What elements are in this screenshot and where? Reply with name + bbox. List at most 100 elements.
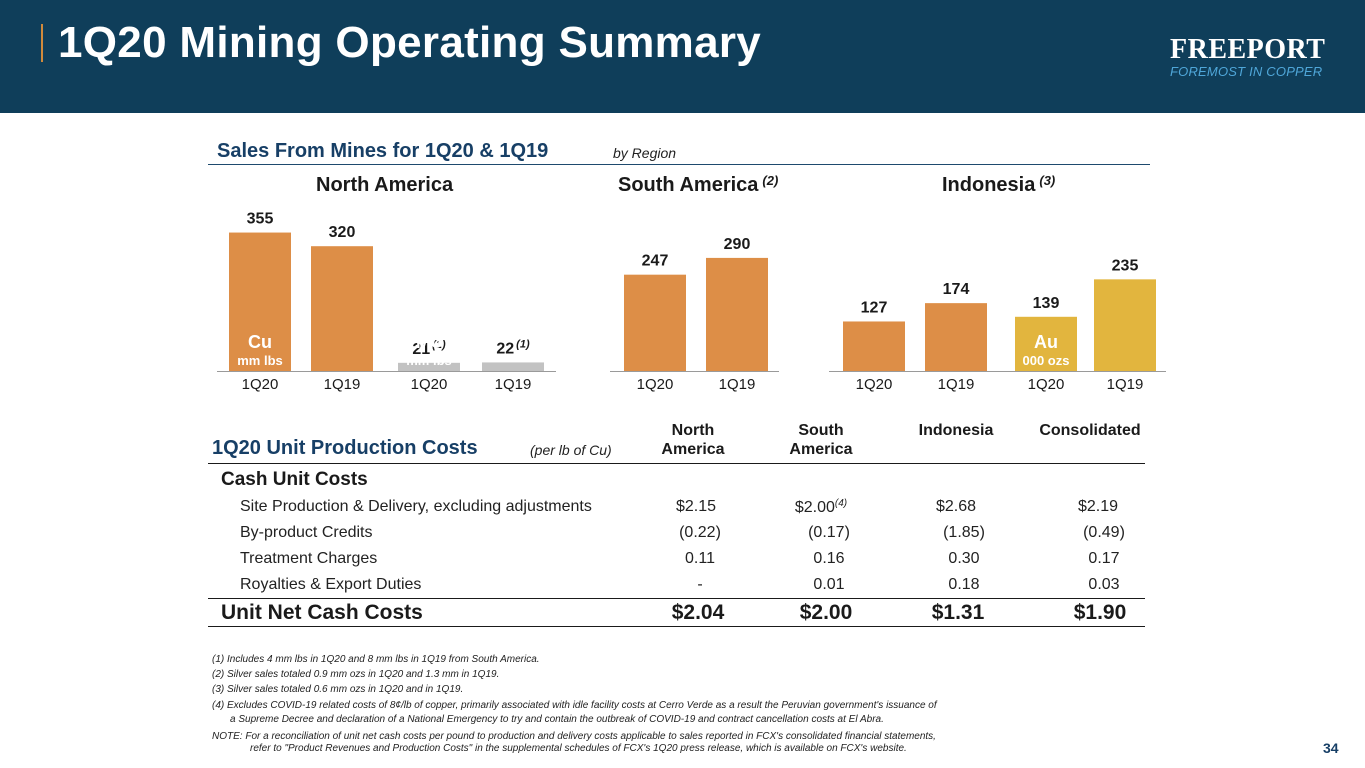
metal-label: Mo [416, 332, 442, 352]
x-tick-label: 1Q19 [1107, 376, 1144, 393]
x-tick-label: 1Q20 [637, 376, 674, 393]
bar-1q20 [1015, 316, 1077, 371]
x-tick-label: 1Q20 [411, 376, 448, 393]
bar-value-label: 127 [861, 299, 888, 316]
cost-cell: $2.00(4) [771, 498, 871, 517]
cost-cell: - [697, 576, 703, 593]
col-header-consolidated: Consolidated [1030, 421, 1150, 440]
metal-label: Cu [248, 332, 272, 352]
bar-value-label: 235 [1112, 257, 1139, 274]
cost-note: (4) [834, 498, 848, 509]
unit-label: 000 ozs [1023, 353, 1070, 368]
cost-cell: 0.16 [813, 550, 845, 567]
x-tick-label: 1Q20 [1028, 376, 1065, 393]
cost-cell: 0.11 [685, 550, 715, 567]
x-tick-label: 1Q19 [719, 376, 756, 393]
col-header-line: North [671, 422, 715, 439]
region-indonesia: Indonesia (3) [942, 173, 1055, 197]
col-header-south-america: South America [771, 421, 871, 459]
col-header-line: America [661, 441, 725, 458]
bar-1q19 [1094, 279, 1156, 371]
col-header-line: Consolidated [1039, 422, 1141, 439]
cost-row-label: Royalties & Export Duties [240, 576, 422, 593]
x-tick-label: 1Q19 [324, 376, 361, 393]
total-top-rule [208, 598, 1145, 599]
cost-value: $2.00 [794, 499, 835, 516]
footnote-note: NOTE: For a reconciliation of unit net c… [212, 731, 936, 742]
costs-section-title: 1Q20 Unit Production Costs [212, 437, 478, 459]
company-logo: FREEPORT [1170, 34, 1326, 65]
region-name: North America [316, 174, 454, 196]
cash-unit-costs-label: Cash Unit Costs [221, 469, 368, 490]
cost-row-label: Treatment Charges [240, 550, 378, 567]
cost-cell: 0.01 [813, 576, 845, 593]
total-cell: $2.00 [799, 601, 853, 624]
metal-label: Au [1034, 332, 1058, 352]
region-south-america: South America (2) [618, 173, 778, 197]
bar-value-label: 139 [1033, 295, 1060, 312]
region-north-america: North America [316, 173, 457, 197]
cost-cell: 0.17 [1088, 550, 1120, 567]
footnote-note-cont: refer to "Product Revenues and Productio… [250, 743, 907, 754]
total-cell: $1.31 [931, 601, 985, 624]
logo-tagline: FOREMOST IN COPPER [1170, 64, 1323, 79]
bar-1q19 [706, 257, 768, 371]
sales-section-rule [208, 164, 1150, 165]
bar-1q20 [624, 274, 686, 371]
col-header-indonesia: Indonesia [906, 421, 1006, 440]
bar-1q20 [229, 232, 291, 371]
bar-1q19 [311, 246, 373, 371]
total-label: Unit Net Cash Costs [221, 601, 423, 624]
cost-cell: (0.22) [679, 524, 721, 541]
bar-value-label: 174 [943, 281, 970, 298]
total-cell: $1.90 [1073, 601, 1127, 624]
region-name: Indonesia [942, 174, 1036, 196]
cost-row-label: By-product Credits [240, 524, 373, 541]
page-title: 1Q20 Mining Operating Summary [58, 18, 762, 67]
footnote-4-cont: a Supreme Decree and declaration of a Na… [230, 714, 884, 725]
col-header-north-america: North America [643, 421, 743, 459]
bar-1q20 [843, 321, 905, 371]
sales-section-title: Sales From Mines for 1Q20 & 1Q19 [217, 140, 549, 162]
x-tick-label: 1Q19 [495, 376, 532, 393]
bar-value-label: 247 [642, 253, 669, 270]
cost-cell: 0.18 [948, 576, 980, 593]
cost-row-label: Site Production & Delivery, excluding ad… [240, 498, 592, 515]
header-banner: 1Q20 Mining Operating Summary FREEPORT F… [0, 0, 1365, 113]
total-cell: $2.04 [671, 601, 725, 624]
col-header-line: Indonesia [918, 422, 994, 439]
cost-cell: (1.85) [943, 524, 985, 541]
unit-label: mm lbs [237, 353, 283, 368]
total-bottom-rule [208, 626, 1145, 627]
bar-1q19 [482, 362, 544, 371]
page-number: 34 [1323, 740, 1339, 756]
region-name: South America [618, 174, 759, 196]
footnote-4: (4) Excludes COVID-19 related costs of 8… [212, 700, 937, 711]
costs-section-subtitle: (per lb of Cu) [530, 442, 612, 458]
col-header-line: South [798, 422, 844, 439]
bar-value-label: 290 [724, 236, 751, 253]
cost-cell: 0.30 [948, 550, 980, 567]
cost-cell: $2.15 [675, 498, 717, 515]
col-header-line: America [789, 441, 853, 458]
bar-1q19 [925, 303, 987, 371]
cost-cell: (0.17) [808, 524, 850, 541]
bar-1q20 [398, 362, 460, 371]
cost-cell: $2.19 [1077, 498, 1119, 515]
bar-value-label: 355 [247, 211, 274, 228]
x-tick-label: 1Q19 [938, 376, 975, 393]
bar-value-label: 320 [329, 224, 356, 241]
footnote-3: (3) Silver sales totaled 0.6 mm ozs in 1… [212, 684, 464, 695]
table-header-rule [208, 463, 1145, 464]
title-accent-bar [41, 24, 43, 62]
x-tick-label: 1Q20 [242, 376, 279, 393]
cost-cell: (0.49) [1083, 524, 1125, 541]
footnote-2: (2) Silver sales totaled 0.9 mm ozs in 1… [212, 669, 500, 680]
region-note: (3) [1039, 173, 1056, 188]
region-note: (2) [762, 173, 779, 188]
x-tick-label: 1Q20 [856, 376, 893, 393]
bar-value-label: 22 (1) [496, 338, 530, 357]
footnote-1: (1) Includes 4 mm lbs in 1Q20 and 8 mm l… [212, 654, 540, 665]
sales-section-subtitle: by Region [613, 145, 677, 161]
